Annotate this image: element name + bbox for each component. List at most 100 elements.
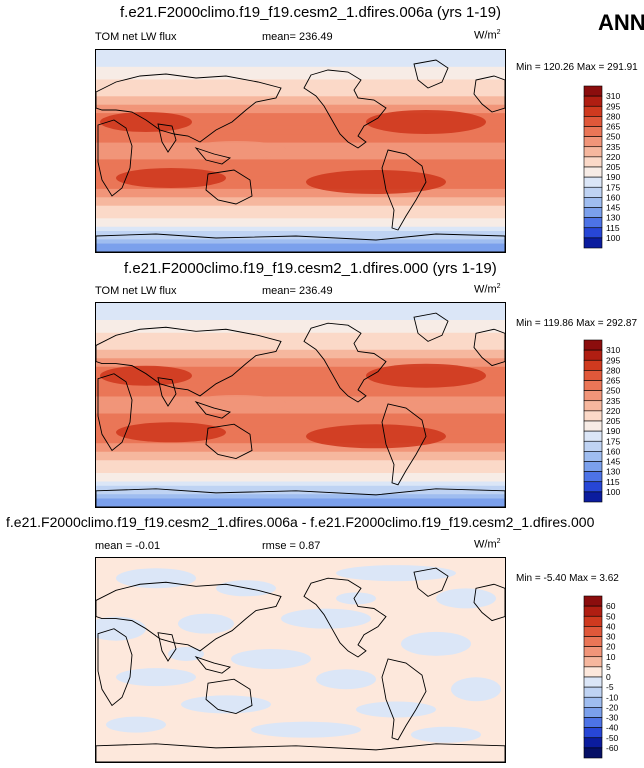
- colorbar-swatch: [583, 491, 603, 503]
- colorbar-tick-label: 10: [606, 652, 616, 662]
- field-band: [96, 209, 505, 215]
- colorbar-swatch: [583, 656, 603, 668]
- field-band: [96, 113, 505, 118]
- field-feature: [186, 141, 286, 159]
- colorbar-tick-label: 250: [606, 386, 620, 396]
- field-band: [96, 464, 505, 470]
- coastline: [381, 403, 427, 486]
- panel-2-units: W/m2: [474, 283, 501, 296]
- coastline: [303, 577, 387, 658]
- colorbar-tick-label: 295: [606, 355, 620, 365]
- field-band: [96, 239, 505, 245]
- coastline: [157, 377, 177, 407]
- colorbar-tick-label: 220: [606, 152, 620, 162]
- field-band: [96, 375, 505, 381]
- field-band: [96, 159, 505, 165]
- coastline: [96, 326, 282, 397]
- colorbar-swatch: [583, 420, 603, 432]
- colorbar-tick-label: 295: [606, 101, 620, 111]
- field-band: [96, 193, 505, 198]
- field-band: [96, 100, 505, 106]
- field-band: [96, 129, 505, 135]
- colorbar-swatch: [583, 440, 603, 452]
- colorbar-tick-label: -30: [606, 713, 619, 723]
- colorbar-tick-label: 40: [606, 621, 616, 631]
- field-band: [96, 117, 505, 123]
- field-band: [96, 332, 505, 338]
- field-band: [96, 392, 505, 398]
- colorbar-swatch: [583, 717, 603, 728]
- panel-1-map-svg: [96, 50, 505, 252]
- colorbar-tick-label: -20: [606, 702, 619, 712]
- colorbar-tick-label: 310: [606, 345, 620, 355]
- colorbar-tick-label: 160: [606, 192, 620, 202]
- field-feature: [306, 170, 446, 194]
- field-band: [96, 413, 505, 419]
- colorbar-tick-label: 20: [606, 642, 616, 652]
- field-band: [96, 138, 505, 144]
- coastline: [96, 581, 282, 652]
- field-feature: [366, 110, 486, 134]
- coastline: [96, 233, 505, 252]
- colorbar-tick-label: 5: [606, 662, 611, 672]
- field-band: [96, 473, 505, 478]
- colorbar-swatch: [583, 747, 603, 759]
- panel-2-title: f.e21.F2000climo.f19_f19.cesm2_1.dfires.…: [124, 260, 497, 277]
- field-feature: [251, 721, 361, 738]
- field-feature: [116, 668, 196, 687]
- panel-2-map: [95, 302, 506, 508]
- colorbar-swatch: [583, 370, 603, 381]
- panel-3-title: f.e21.F2000climo.f19_f19.cesm2_1.dfires.…: [6, 514, 595, 530]
- colorbar-tick-label: -60: [606, 743, 619, 753]
- colorbar-tick-label: 205: [606, 416, 620, 426]
- field-band: [96, 349, 505, 355]
- colorbar-swatch: [583, 646, 603, 658]
- field-band: [96, 388, 505, 393]
- field-feature: [116, 422, 226, 443]
- colorbar-swatch: [583, 626, 603, 637]
- field-band: [96, 371, 505, 376]
- field-band: [96, 383, 505, 389]
- field-band: [96, 328, 505, 334]
- field-band: [96, 50, 505, 55]
- colorbar-swatch: [583, 380, 603, 391]
- field-band: [96, 142, 505, 148]
- field-feature: [106, 716, 166, 733]
- panel-1-title: f.e21.F2000climo.f19_f19.cesm2_1.dfires.…: [120, 4, 502, 21]
- field-band: [96, 434, 505, 440]
- field-feature: [116, 168, 226, 188]
- colorbar-swatch: [583, 707, 603, 718]
- field-band: [96, 167, 505, 173]
- field-feature: [116, 568, 196, 589]
- colorbar-tick-label: 190: [606, 172, 620, 182]
- field-band: [96, 311, 505, 317]
- field-band: [96, 443, 505, 449]
- panel-1-map: [95, 49, 506, 253]
- coastline: [303, 322, 387, 403]
- colorbar-tick-label: 205: [606, 162, 620, 172]
- colorbar-swatch: [583, 207, 603, 218]
- field-band: [96, 214, 505, 219]
- field-band: [96, 58, 505, 64]
- field-band: [96, 66, 505, 72]
- coastline: [205, 169, 253, 205]
- colorbar-tick-label: -5: [606, 682, 614, 692]
- coastline: [97, 373, 133, 452]
- field-feature: [451, 677, 501, 702]
- field-band: [96, 341, 505, 347]
- panel-2-mean-label: mean= 236.49: [262, 285, 333, 297]
- colorbar-swatch: [583, 339, 603, 351]
- field-band: [96, 409, 505, 415]
- field-band: [96, 205, 505, 211]
- colorbar-tick-label: 60: [606, 601, 616, 611]
- coastlines: [96, 567, 505, 762]
- colorbar-swatch: [583, 615, 603, 627]
- colorbar-swatch: [583, 85, 603, 97]
- field-band: [96, 400, 505, 406]
- field-band: [96, 362, 505, 368]
- field-band: [96, 87, 505, 93]
- field-band: [96, 125, 505, 131]
- field-band: [96, 426, 505, 432]
- panel-3-mean-label: mean = -0.01: [95, 540, 161, 552]
- field-band: [96, 456, 505, 461]
